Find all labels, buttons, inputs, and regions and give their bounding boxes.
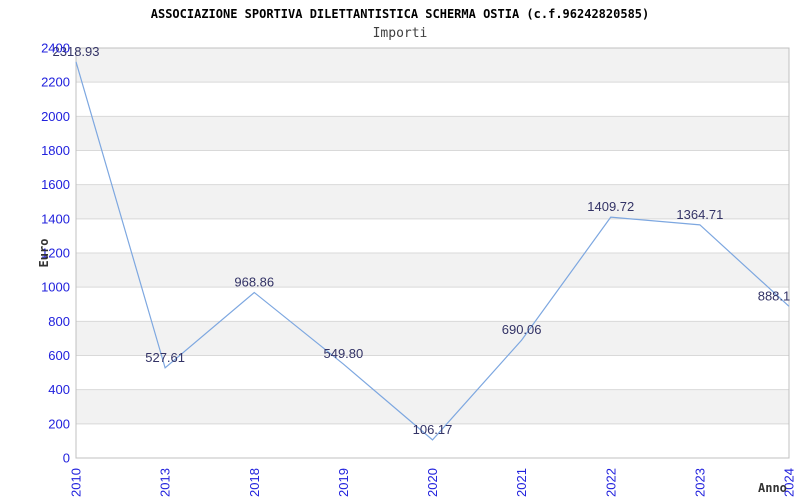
background-band (76, 321, 789, 356)
y-tick-label: 2200 (41, 75, 70, 90)
gridlines (76, 47, 789, 425)
series-line-importi (75, 61, 790, 441)
y-tick-label: 400 (48, 382, 70, 397)
x-tick-label: 2018 (247, 468, 262, 497)
y-axis-tick-labels: 0 200 400 600 800 1000 1200 1400 1600 1800 2000 220… (41, 41, 70, 466)
data-point-label: 968.86 (234, 274, 274, 289)
y-tick-label: 600 (48, 348, 70, 363)
background-band (76, 116, 789, 151)
y-tick-label: 1600 (41, 177, 70, 192)
x-tick-label: 2023 (692, 468, 707, 497)
background-band (76, 253, 789, 288)
y-tick-label: 2000 (41, 109, 70, 124)
x-tick-label: 2010 (69, 468, 84, 497)
x-tick-label: 2020 (425, 468, 440, 497)
plot-background-bands (76, 48, 789, 424)
data-point-label: 2318.93 (53, 44, 100, 59)
data-series-line (75, 61, 790, 441)
data-point-label: 1409.72 (587, 199, 634, 214)
background-band (76, 389, 789, 424)
data-point-label: 527.61 (145, 350, 185, 365)
background-band (76, 184, 789, 219)
x-tick-label: 2021 (514, 468, 529, 497)
y-tick-label: 2400 (41, 41, 70, 56)
x-tick-label: 2013 (158, 468, 173, 497)
x-tick-label: 2022 (603, 468, 618, 497)
data-point-label: 549.80 (323, 346, 363, 361)
data-point-label: 888.1 (758, 288, 791, 303)
x-axis-tick-labels: 2010 2013 2018 2019 2020 2021 2022 2023 2024 (69, 468, 797, 497)
chart-title: ASSOCIAZIONE SPORTIVA DILETTANTISTICA SC… (150, 7, 650, 21)
data-point-label: 690.06 (502, 322, 542, 337)
y-tick-label: 200 (48, 416, 70, 431)
y-tick-label: 1000 (41, 280, 70, 295)
data-point-label: 1364.71 (676, 207, 723, 222)
y-tick-label: 1400 (41, 211, 70, 226)
background-band (76, 48, 789, 83)
x-tick-label: 2019 (336, 468, 351, 497)
y-tick-label: 800 (48, 314, 70, 329)
x-tick-label: 2024 (782, 468, 797, 497)
y-tick-label: 1200 (41, 246, 70, 261)
plot-border (75, 47, 790, 459)
data-point-label: 106.17 (413, 422, 453, 437)
y-axis-title: Euro (37, 239, 51, 268)
x-axis-title: Anno (758, 481, 787, 495)
y-tick-label: 1800 (41, 143, 70, 158)
chart-subtitle: Importi (372, 26, 428, 41)
y-tick-label: 0 (63, 451, 70, 466)
data-point-labels: 2318.93 527.61 968.86 549.80 106.17 690.06 140… (53, 44, 791, 437)
